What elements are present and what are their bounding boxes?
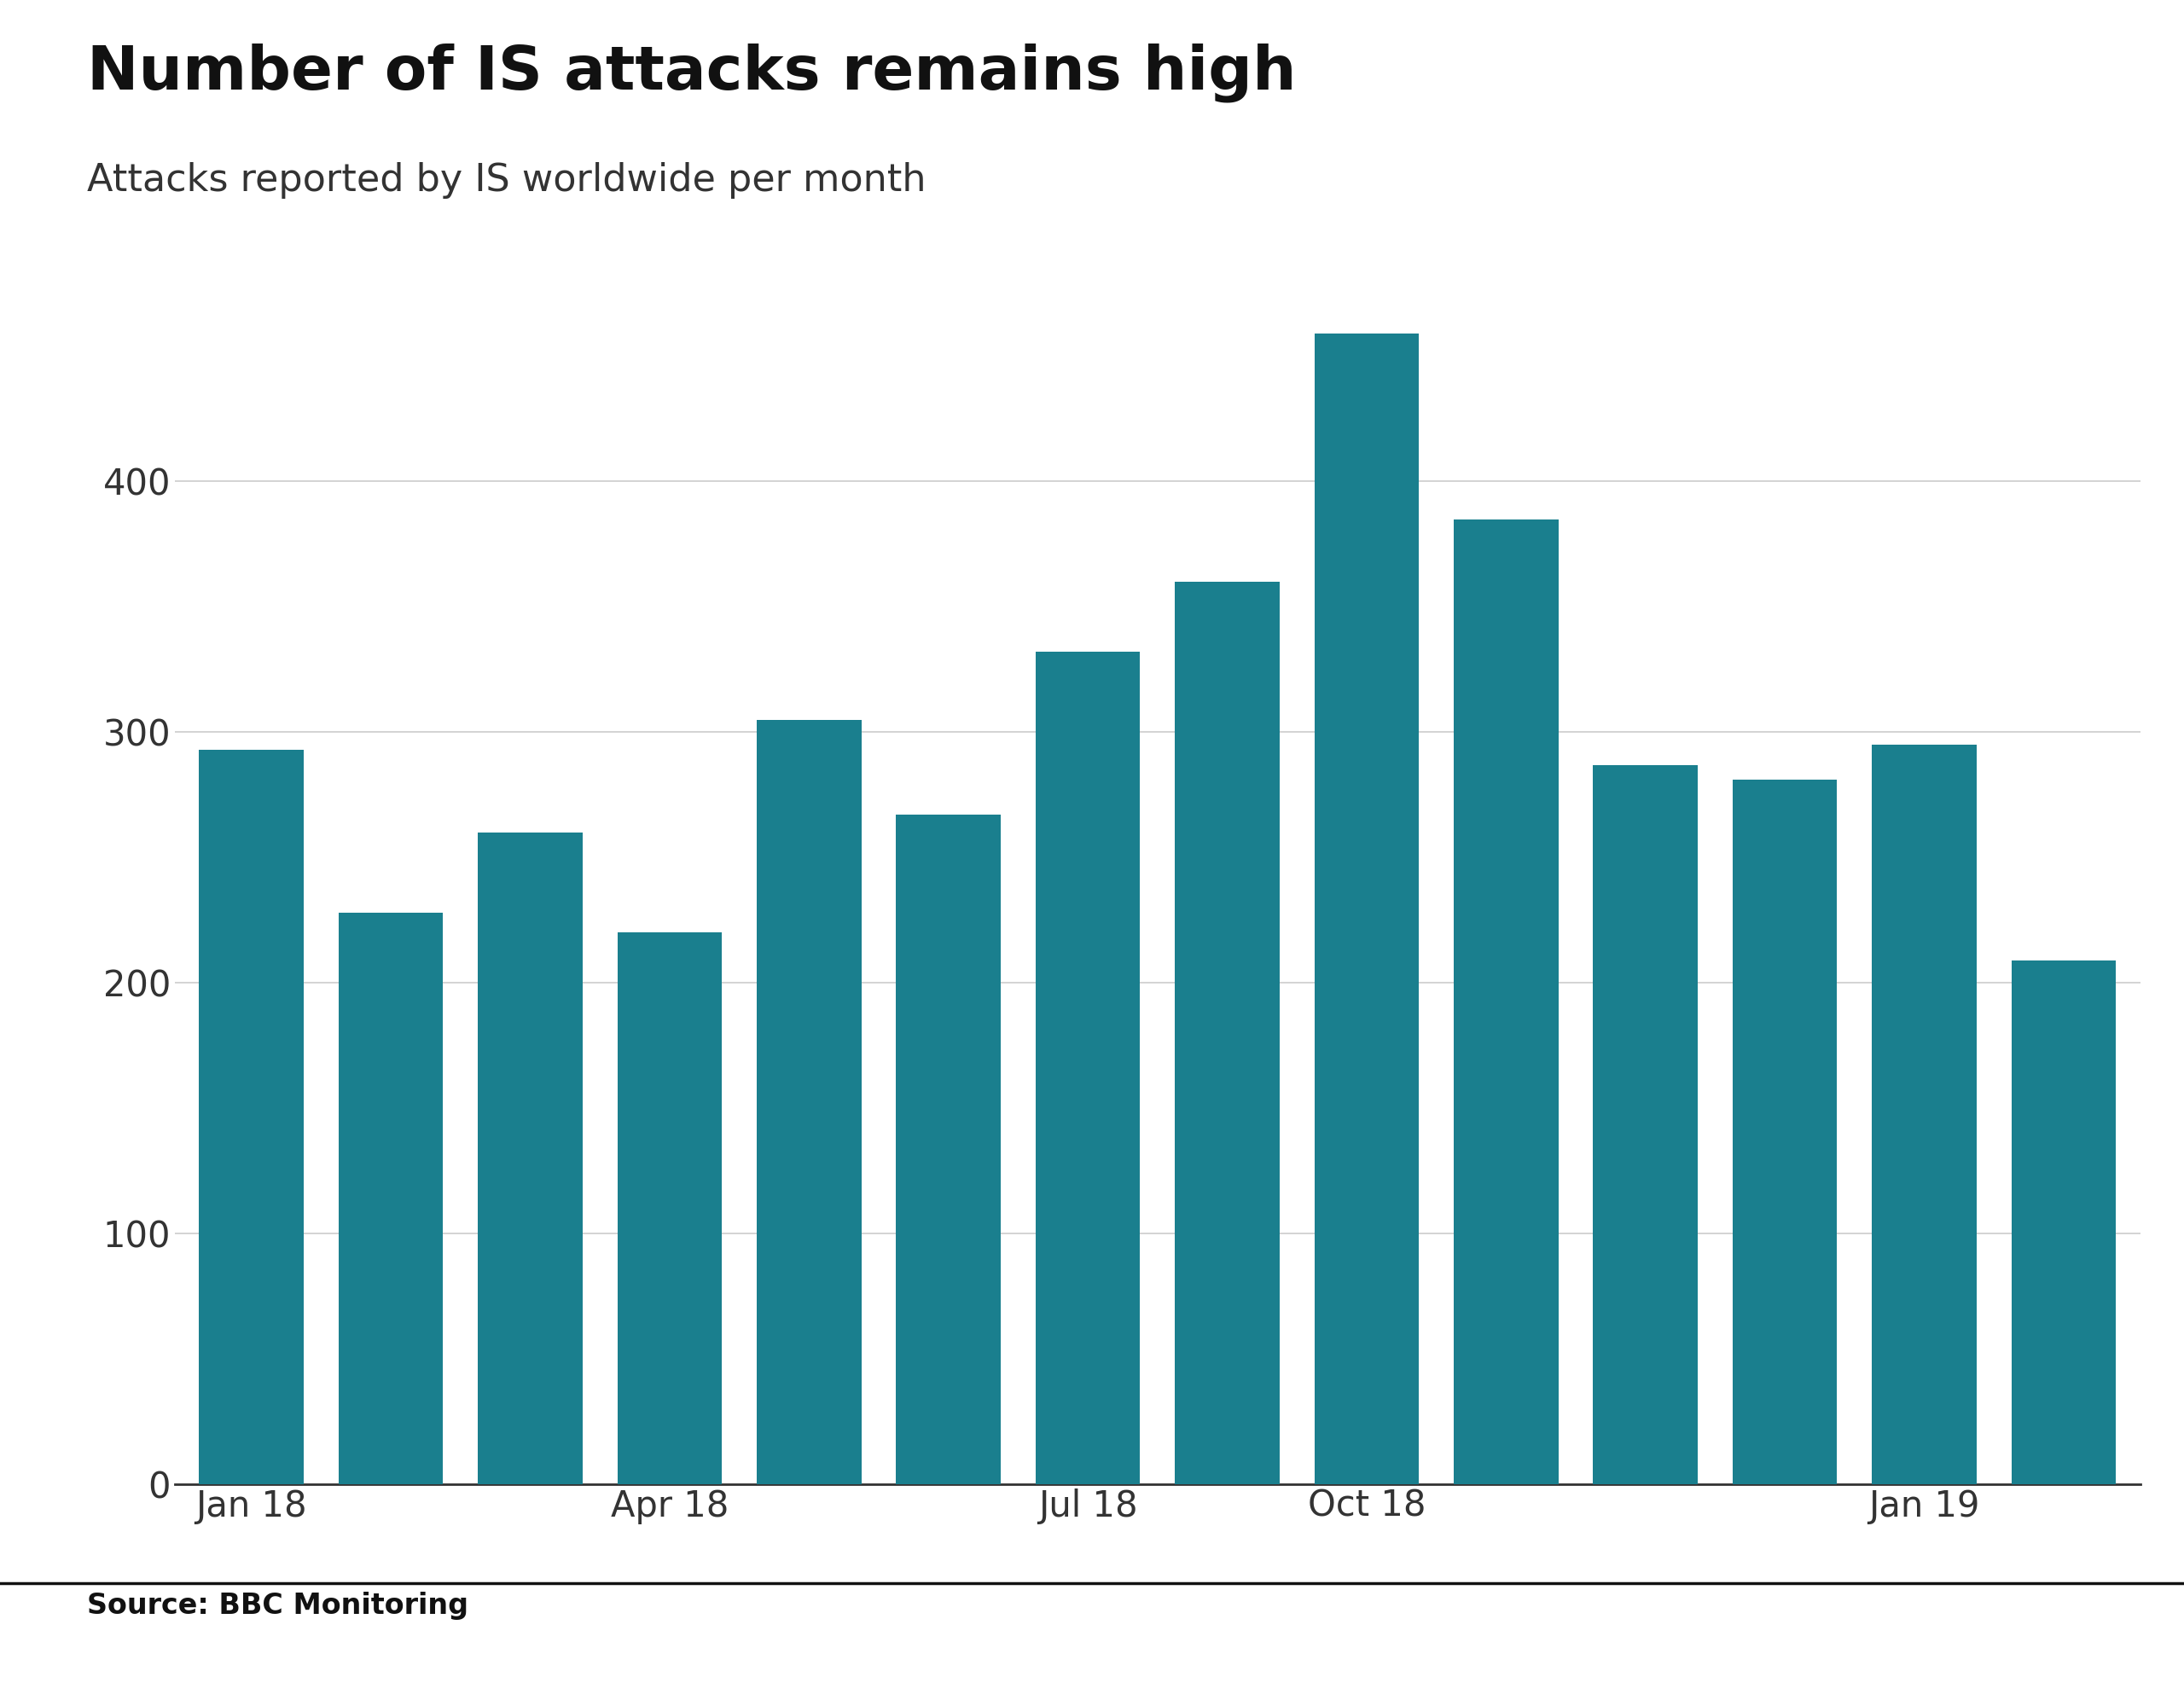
Bar [1732, 780, 1837, 1484]
Bar [1455, 519, 1559, 1484]
Bar [756, 720, 860, 1484]
Bar [199, 749, 304, 1484]
Bar [1315, 334, 1420, 1484]
Text: B: B [2049, 1628, 2075, 1662]
Bar [1592, 764, 1697, 1484]
Text: Source: BBC Monitoring: Source: BBC Monitoring [87, 1592, 470, 1621]
Text: B: B [1977, 1628, 2003, 1662]
Bar [478, 833, 583, 1484]
Bar [2011, 960, 2116, 1484]
Bar [1035, 652, 1140, 1484]
Text: Number of IS attacks remains high: Number of IS attacks remains high [87, 43, 1297, 102]
Bar [618, 933, 723, 1484]
Bar [895, 815, 1000, 1484]
Text: C: C [2121, 1628, 2147, 1662]
Bar [339, 913, 443, 1484]
Bar [1872, 746, 1977, 1484]
Text: Attacks reported by IS worldwide per month: Attacks reported by IS worldwide per mon… [87, 162, 926, 198]
Bar [1175, 582, 1280, 1484]
